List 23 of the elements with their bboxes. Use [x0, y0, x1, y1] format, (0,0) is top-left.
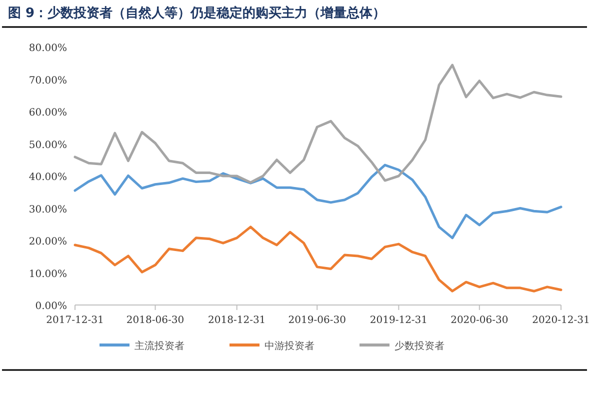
- y-tick-label: 0.00%: [35, 301, 67, 312]
- line-series: [74, 164, 562, 240]
- y-tick-label: 60.00%: [28, 108, 67, 118]
- y-tick-label: 50.00%: [28, 140, 67, 151]
- legend-label: 中游投资者: [264, 340, 314, 352]
- x-tick-label: 2019-12-31: [370, 315, 428, 326]
- chart-title: 图 9：少数投资者（自然人等）仍是稳定的购买主力（增量总体）: [8, 5, 386, 21]
- y-tick-label: 30.00%: [28, 204, 67, 216]
- x-tick-label: 2019-06-30: [288, 315, 346, 326]
- line-series: [74, 64, 562, 184]
- legend-label: 少数投资者: [394, 340, 444, 352]
- x-tick-label: 2018-12-31: [208, 315, 266, 326]
- legend-label: 主流投资者: [134, 340, 184, 352]
- x-tick-label: 2020-06-30: [450, 315, 508, 326]
- y-tick-label: 20.00%: [28, 236, 67, 248]
- x-tick-label: 2018-06-30: [126, 315, 184, 326]
- line-series: [74, 226, 562, 292]
- x-tick-label: 2017-12-31: [46, 315, 104, 326]
- y-tick-label: 70.00%: [28, 75, 67, 86]
- x-tick-label: 2020-12-31: [532, 315, 589, 326]
- y-tick-label: 10.00%: [28, 268, 67, 280]
- y-tick-label: 80.00%: [28, 43, 67, 54]
- y-tick-label: 40.00%: [28, 172, 67, 183]
